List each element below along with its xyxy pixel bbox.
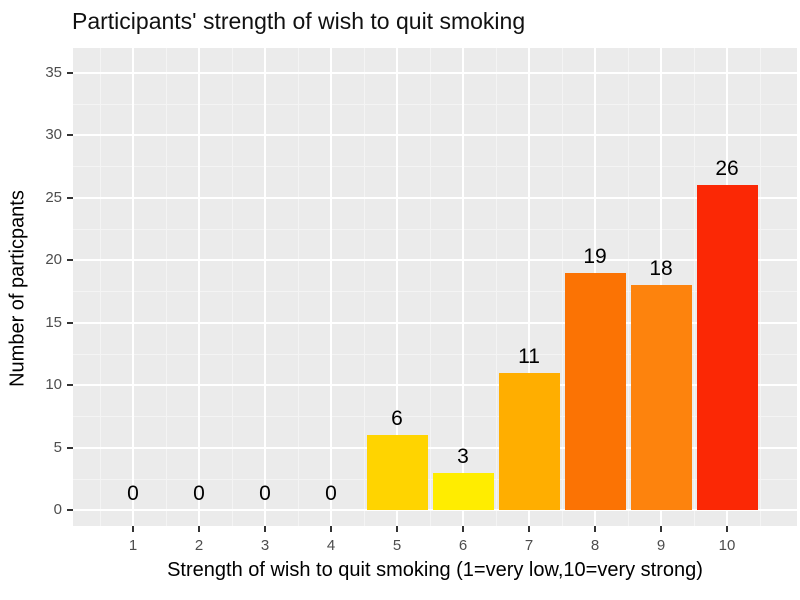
bar-value-label: 3: [457, 444, 469, 468]
y-tick-mark: [67, 259, 73, 261]
x-tick-mark: [528, 526, 530, 532]
plot-panel: 0 0 0 0 6 3 11 19 18 26: [73, 48, 797, 526]
y-tick-mark: [67, 384, 73, 386]
x-tick-label: 6: [458, 537, 468, 554]
x-tick-mark: [660, 526, 662, 532]
major-gridline-h: [73, 384, 797, 386]
y-tick-label: 5: [53, 438, 62, 456]
minor-gridline-v: [760, 48, 761, 526]
major-gridline-v: [396, 48, 398, 526]
minor-gridline-h: [73, 416, 797, 418]
minor-gridline-v: [496, 48, 497, 526]
minor-gridline-h: [73, 166, 797, 168]
x-tick-mark: [198, 526, 200, 532]
x-tick-mark: [462, 526, 464, 532]
y-tick-label: 15: [45, 313, 62, 331]
major-gridline-v: [462, 48, 464, 526]
major-gridline-h: [73, 321, 797, 324]
x-tick-label: 10: [718, 537, 736, 554]
bar-value-label: 26: [715, 157, 739, 180]
minor-gridline-v: [364, 48, 365, 526]
y-tick-label: 35: [45, 63, 62, 81]
x-tick-label: 8: [590, 537, 600, 554]
major-gridline-v: [198, 48, 200, 526]
bar-value-label: 0: [325, 482, 337, 505]
x-tick-mark: [264, 526, 266, 532]
x-tick-label: 7: [524, 537, 534, 554]
bar-value-label: 19: [583, 244, 607, 268]
major-gridline-h: [73, 259, 797, 261]
x-tick-mark: [330, 526, 332, 532]
y-tick-mark: [67, 71, 73, 74]
bar-value-label: 11: [518, 344, 540, 368]
minor-gridline-v: [166, 48, 167, 526]
minor-gridline-v: [100, 48, 101, 526]
x-tick-mark: [726, 526, 728, 532]
major-gridline-h: [73, 446, 797, 449]
major-gridline-h: [73, 134, 797, 136]
minor-gridline-h: [73, 353, 797, 355]
y-tick-mark: [67, 134, 73, 136]
y-tick-label: 30: [45, 126, 62, 143]
chart-title: Participants' strength of wish to quit s…: [72, 8, 526, 34]
minor-gridline-v: [430, 48, 431, 526]
minor-gridline-v: [628, 48, 629, 526]
minor-gridline-h: [73, 291, 797, 293]
x-tick-label: 3: [260, 537, 270, 554]
y-tick-label: 20: [45, 251, 62, 268]
major-gridline-v: [132, 48, 134, 526]
major-gridline-v: [330, 48, 332, 526]
x-axis-title: Strength of wish to quit smoking (1=very…: [167, 559, 703, 581]
major-gridline-v: [528, 48, 530, 526]
y-tick-mark: [67, 446, 73, 449]
y-tick-mark: [67, 196, 73, 199]
y-tick-mark: [67, 509, 73, 511]
bar-category-9: [630, 285, 692, 510]
bar-category-5: [366, 435, 428, 510]
bar-value-label: 6: [391, 407, 403, 430]
x-tick-mark: [396, 526, 398, 532]
x-tick-label: 2: [194, 537, 204, 554]
bar-value-label: 0: [127, 482, 139, 505]
bar-category-10: [696, 185, 758, 510]
x-tick-label: 9: [656, 537, 666, 554]
major-gridline-h: [73, 196, 797, 199]
y-tick-mark: [67, 321, 73, 324]
major-gridline-v: [264, 48, 266, 526]
x-tick-mark: [132, 526, 134, 532]
x-tick-label: 5: [392, 537, 402, 554]
bar-category-8: [564, 272, 626, 510]
major-gridline-h: [73, 71, 797, 74]
x-tick-label: 4: [326, 537, 336, 554]
y-tick-label: 25: [45, 188, 62, 206]
bar-value-label: 0: [259, 482, 271, 505]
x-tick-mark: [594, 526, 596, 532]
minor-gridline-v: [298, 48, 299, 526]
minor-gridline-v: [694, 48, 695, 526]
minor-gridline-v: [232, 48, 233, 526]
bar-category-6: [432, 472, 494, 510]
bar-value-label: 18: [649, 257, 673, 280]
y-tick-label: 10: [45, 376, 62, 393]
x-tick-label: 1: [128, 537, 138, 554]
minor-gridline-h: [73, 228, 797, 230]
y-tick-label: 0: [53, 501, 62, 518]
bar-category-7: [498, 372, 560, 510]
major-gridline-h: [73, 509, 797, 511]
bar-value-label: 0: [193, 482, 205, 505]
minor-gridline-h: [73, 103, 797, 105]
minor-gridline-v: [562, 48, 563, 526]
